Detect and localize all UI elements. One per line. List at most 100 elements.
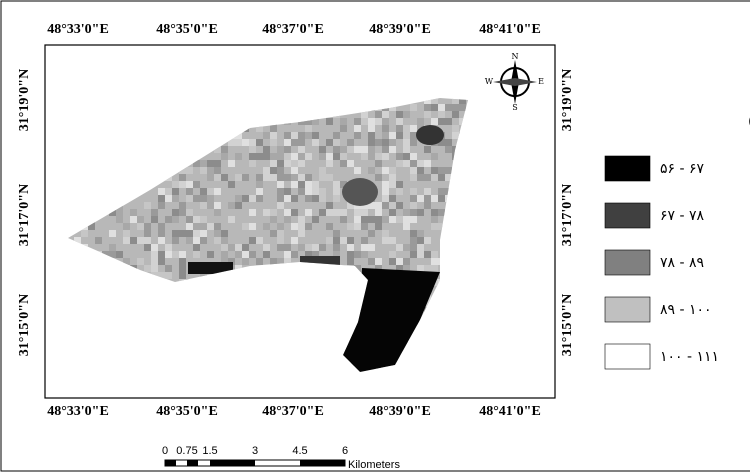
raster-cell <box>298 244 305 251</box>
raster-cell <box>207 160 214 167</box>
raster-cell <box>417 209 424 216</box>
raster-cell <box>151 244 158 251</box>
raster-cell <box>354 146 361 153</box>
raster-cell <box>242 258 249 265</box>
raster-cell <box>179 265 186 272</box>
raster-cell <box>417 237 424 244</box>
raster-cell <box>221 146 228 153</box>
raster-cell <box>256 188 263 195</box>
raster-cell <box>214 230 221 237</box>
raster-cell <box>193 216 200 223</box>
raster-cell <box>270 153 277 160</box>
raster-cell <box>424 237 431 244</box>
raster-cell <box>438 195 445 202</box>
raster-cell <box>347 251 354 258</box>
raster-cell <box>333 188 340 195</box>
raster-cell <box>151 209 158 216</box>
raster-cell <box>214 202 221 209</box>
raster-cell <box>354 216 361 223</box>
raster-cell <box>361 118 368 125</box>
raster-cell <box>368 216 375 223</box>
raster-cell <box>291 209 298 216</box>
raster-cell <box>179 251 186 258</box>
raster-cell <box>396 244 403 251</box>
raster-cell <box>151 265 158 272</box>
raster-cell <box>403 125 410 132</box>
raster-cell <box>193 251 200 258</box>
raster-cell <box>200 202 207 209</box>
raster-cell <box>438 167 445 174</box>
raster-cell <box>172 181 179 188</box>
raster-cell <box>228 202 235 209</box>
raster-cell <box>375 160 382 167</box>
raster-cell <box>144 230 151 237</box>
raster-cell <box>165 265 172 272</box>
compass-letter: N <box>512 52 519 61</box>
raster-cell <box>326 153 333 160</box>
raster-cell <box>123 223 130 230</box>
raster-cell <box>424 160 431 167</box>
raster-cell <box>277 167 284 174</box>
raster-cell <box>263 209 270 216</box>
right-coordinate: 31°19'0"N <box>560 69 575 131</box>
raster-cell <box>291 251 298 258</box>
raster-cell <box>291 237 298 244</box>
raster-cell <box>214 223 221 230</box>
compass-letter: W <box>485 77 494 86</box>
raster-cell <box>326 237 333 244</box>
raster-cell <box>249 195 256 202</box>
raster-cell <box>410 174 417 181</box>
raster-cell <box>165 195 172 202</box>
left-coordinate: 31°19'0"N <box>17 69 32 131</box>
raster-cell <box>410 160 417 167</box>
raster-cell <box>326 223 333 230</box>
raster-cell <box>431 104 438 111</box>
raster-cell <box>375 139 382 146</box>
raster-cell <box>123 237 130 244</box>
raster-cell <box>249 237 256 244</box>
raster-cell <box>214 167 221 174</box>
raster-cell <box>284 209 291 216</box>
raster-cell <box>298 139 305 146</box>
raster-cell <box>144 237 151 244</box>
raster-cell <box>221 237 228 244</box>
raster-cell <box>431 216 438 223</box>
raster-cell <box>200 230 207 237</box>
raster-cell <box>242 244 249 251</box>
raster-cell <box>298 146 305 153</box>
raster-cell <box>319 153 326 160</box>
raster-cell <box>340 209 347 216</box>
raster-cell <box>445 167 452 174</box>
raster-cell <box>207 188 214 195</box>
top-coordinate: 48°41'0"E <box>479 22 541 37</box>
raster-cell <box>368 139 375 146</box>
raster-cell <box>193 181 200 188</box>
raster-cell <box>235 251 242 258</box>
raster-cell <box>326 209 333 216</box>
legend-label: ۷۸ - ۸۹ <box>660 255 704 271</box>
legend-swatch <box>605 203 650 228</box>
raster-cell <box>249 160 256 167</box>
raster-cell <box>333 181 340 188</box>
raster-cell <box>382 111 389 118</box>
bottom-coordinate: 48°41'0"E <box>479 404 541 419</box>
raster-cell <box>382 146 389 153</box>
raster-cell <box>403 111 410 118</box>
raster-cell <box>389 209 396 216</box>
raster-cell <box>305 125 312 132</box>
raster-cell <box>333 153 340 160</box>
raster-cell <box>424 174 431 181</box>
raster-cell <box>396 118 403 125</box>
raster-cell <box>382 188 389 195</box>
raster-cell <box>179 202 186 209</box>
raster-cell <box>410 230 417 237</box>
raster-cell <box>382 118 389 125</box>
raster-cell <box>368 125 375 132</box>
raster-cell <box>291 181 298 188</box>
raster-cell <box>403 132 410 139</box>
raster-cell <box>459 104 466 111</box>
map-figure: NESW 00.751.534.56Kilometers 48°33'0"E48… <box>0 0 750 472</box>
raster-cell <box>277 237 284 244</box>
raster-cell <box>151 258 158 265</box>
raster-cell <box>165 272 172 279</box>
